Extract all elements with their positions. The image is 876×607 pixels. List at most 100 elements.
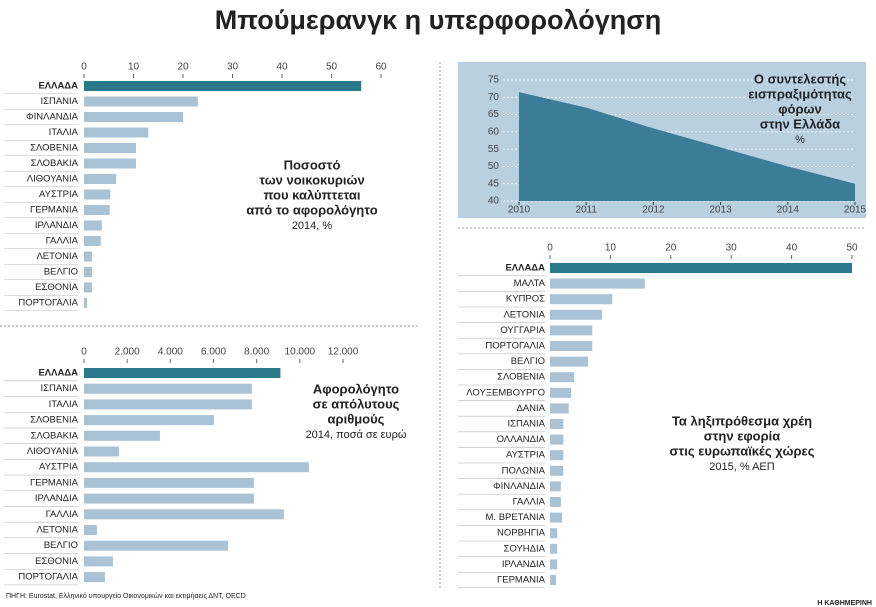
bar (550, 387, 572, 398)
category-label: ΔΑΝΙΑ (516, 403, 545, 414)
category-label: ΓΕΡΜΑΝΙΑ (30, 477, 79, 488)
category-label: ΙΤΑΛΙΑ (49, 399, 79, 410)
bar (550, 309, 602, 320)
category-label: ΕΛΛΑΔΑ (38, 81, 78, 92)
page-title: Μπούμερανγκ η υπερφορολόγηση (215, 5, 661, 35)
chart-title: των νοικοκυριών (259, 172, 365, 187)
x-tick-label: 2012 (642, 205, 665, 216)
x-tick-label: 2013 (709, 205, 732, 216)
x-tick-label: 30 (227, 62, 239, 73)
chart-title: Ποσοστό (284, 157, 341, 172)
category-label: ΓΑΛΛΙΑ (46, 236, 79, 247)
bar (84, 462, 309, 473)
category-label: ΛΟΥΞΕΜΒΟΥΡΓΟ (466, 387, 545, 398)
bar (550, 419, 564, 429)
bar (84, 282, 92, 293)
category-label: ΙΣΠΑΝΙΑ (40, 96, 78, 107)
bar (84, 383, 252, 394)
bar (84, 509, 284, 520)
x-tick-label: 40 (786, 243, 798, 254)
category-label: ΠΟΡΤΟΓΑΛΙΑ (18, 298, 78, 309)
category-label: ΑΥΣΤΡΙΑ (39, 189, 79, 200)
bar (84, 477, 254, 488)
bar (84, 430, 160, 441)
bar (84, 415, 214, 426)
bar (550, 481, 561, 492)
x-tick-label: 2.000 (115, 347, 140, 358)
x-tick-label: 10 (605, 243, 617, 254)
chart-title: στην Ελλάδα (760, 116, 840, 131)
bar (550, 512, 563, 523)
bar (84, 446, 119, 457)
category-label: Μ. ΒΡΕΤΑΝΙΑ (486, 512, 546, 523)
bar (550, 434, 564, 445)
category-label: ΛΕΤΟΝΙΑ (36, 251, 78, 262)
category-label: ΛΙΘΟΥΑΝΙΑ (27, 446, 79, 457)
category-label: ΙΡΛΑΝΔΙΑ (35, 220, 79, 231)
bar (550, 263, 852, 273)
bar (550, 497, 561, 507)
chart-title: φόρων (778, 101, 822, 116)
category-label: ΝΟΡΒΗΓΙΑ (497, 528, 546, 539)
x-tick-label: 0 (81, 62, 87, 73)
category-label: ΓΑΛΛΙΑ (513, 497, 546, 508)
category-label: ΕΣΘΟΝΙΑ (35, 282, 78, 293)
x-tick-label: 20 (177, 62, 189, 73)
bar (84, 368, 281, 378)
category-label: ΦΙΝΛΑΝΔΙΑ (493, 481, 546, 492)
x-tick-label: 0 (81, 347, 87, 358)
x-tick-label: 8.000 (244, 347, 269, 358)
y-tick-label: 75 (488, 75, 500, 86)
chart-subtitle: 2015, % ΑΕΠ (709, 461, 774, 473)
area (519, 92, 855, 201)
x-tick-label: 0 (547, 243, 553, 254)
y-tick-label: 40 (488, 196, 500, 207)
bar (550, 356, 589, 367)
category-label: ΛΙΘΟΥΑΝΙΑ (27, 174, 79, 185)
category-label: ΑΥΣΤΡΙΑ (39, 462, 79, 473)
x-tick-label: 12.000 (328, 347, 359, 358)
category-label: ΜΑΛΤΑ (514, 278, 546, 289)
bar (84, 298, 87, 308)
chart-title: εισπραξιμότητας (748, 86, 852, 101)
chart-title: Ο συντελεστής (754, 71, 846, 86)
x-tick-label: 2014 (777, 205, 800, 216)
bar (84, 205, 110, 215)
chart-title: αριθμούς (328, 411, 385, 426)
category-label: ΣΟΥΗΔΙΑ (504, 543, 546, 554)
x-tick-label: 10 (128, 62, 140, 73)
category-label: ΑΥΣΤΡΙΑ (506, 450, 546, 461)
y-tick-label: 70 (488, 92, 500, 103)
x-tick-label: 50 (846, 243, 858, 254)
x-tick-label: 2010 (508, 205, 531, 216)
chart-subtitle: % (795, 134, 805, 146)
bar (550, 278, 645, 289)
chart-subtitle: 2014, ποσά σε ευρώ (306, 429, 407, 441)
chart-title: σε απόλυτους (313, 396, 400, 411)
bar (84, 493, 254, 504)
category-label: ΕΣΘΟΝΙΑ (35, 556, 78, 567)
category-label: ΙΡΛΑΝΔΙΑ (35, 493, 79, 504)
category-label: ΓΕΡΜΑΝΙΑ (30, 205, 79, 216)
category-label: ΣΛΟΒΕΝΙΑ (30, 415, 79, 426)
bar (84, 81, 362, 91)
category-label: ΒΕΛΓΙΟ (44, 540, 78, 551)
x-tick-label: 10.000 (285, 347, 316, 358)
chart-title: στις ευρωπαϊκές χώρες (670, 443, 815, 458)
category-label: ΣΛΟΒΑΚΙΑ (31, 430, 79, 441)
chart-title: στην εφορία (704, 428, 781, 443)
bar (550, 543, 558, 554)
bar (84, 556, 113, 567)
y-tick-label: 65 (488, 109, 500, 120)
category-label: ΙΤΑΛΙΑ (49, 127, 79, 138)
y-tick-label: 55 (488, 144, 500, 155)
bar (550, 403, 569, 414)
chart-subtitle: 2014, % (292, 220, 333, 232)
category-label: ΙΣΠΑΝΙΑ (40, 383, 78, 394)
bar (550, 465, 564, 476)
source: ΠΗΓΗ: Eurostat, Ελληνικό υπουργείο Οικον… (6, 592, 246, 600)
x-tick-label: 50 (326, 62, 338, 73)
bar (84, 112, 183, 122)
bar (550, 372, 575, 383)
category-label: ΕΛΛΑΔΑ (505, 263, 545, 274)
